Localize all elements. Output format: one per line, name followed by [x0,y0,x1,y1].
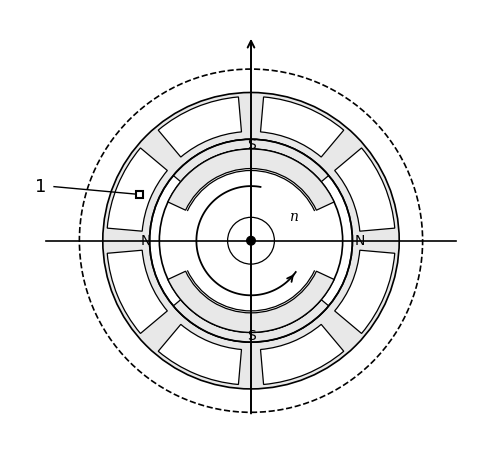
Wedge shape [158,324,241,384]
Circle shape [159,149,342,333]
Circle shape [246,236,255,245]
Text: n: n [289,210,298,224]
Circle shape [149,139,352,342]
Circle shape [227,217,274,264]
Bar [135,191,143,198]
Text: S: S [246,329,255,343]
Text: N: N [140,234,151,248]
Wedge shape [107,250,167,333]
Wedge shape [158,97,241,157]
Wedge shape [173,300,328,342]
Wedge shape [260,97,343,157]
Wedge shape [107,148,167,231]
Wedge shape [334,250,394,333]
Wedge shape [173,139,328,182]
Wedge shape [168,149,333,210]
Wedge shape [260,324,343,384]
Wedge shape [334,148,394,231]
Text: S: S [246,138,255,152]
Text: N: N [354,234,365,248]
Text: 1: 1 [35,178,46,196]
Wedge shape [168,271,333,333]
